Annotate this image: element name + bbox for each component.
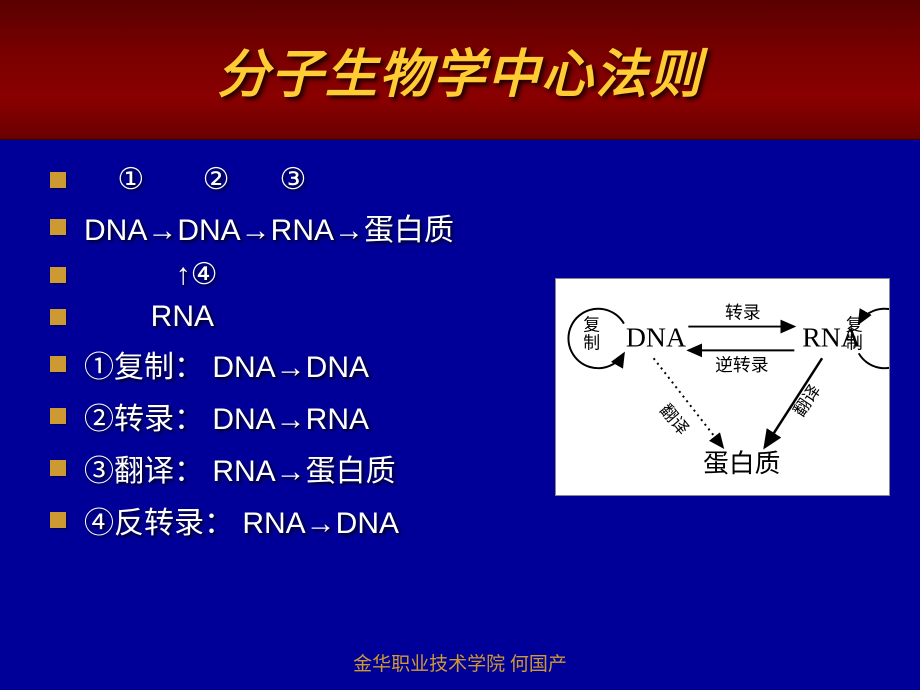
list-item: DNA→DNA→RNA→蛋白质: [50, 205, 880, 249]
line-text: ②转录： DNA→RNA: [84, 394, 369, 438]
edge-label-reverse: 逆转录: [715, 355, 769, 375]
edge-label-translate-solid: 翻译: [790, 381, 825, 420]
line-text: ③翻译： RNA→蛋白质: [84, 446, 396, 490]
bullet-icon: [50, 172, 66, 188]
line-text: DNA→DNA→RNA→蛋白质: [84, 205, 454, 249]
bullet-icon: [50, 267, 66, 283]
bullet-icon: [50, 219, 66, 235]
bullet-icon: [50, 512, 66, 528]
line-text: ↑④: [84, 257, 218, 292]
node-dna: DNA: [626, 322, 686, 353]
edge-label-transcription: 转录: [725, 303, 761, 323]
bullet-icon: [50, 460, 66, 476]
loop-label-dna: 复 制: [583, 316, 604, 353]
node-rna: RNA: [802, 322, 861, 353]
bullet-icon: [50, 309, 66, 325]
diagram-svg: 复 制 复 制 DNA RNA 转录 逆转录 蛋白质 翻译 翻译: [556, 279, 889, 495]
slide-footer: 金华职业技术学院 何国产: [0, 649, 920, 676]
line-text: ④反转录： RNA→DNA: [84, 498, 399, 542]
central-dogma-diagram: 复 制 复 制 DNA RNA 转录 逆转录 蛋白质 翻译 翻译: [555, 278, 890, 496]
list-item: ④反转录： RNA→DNA: [50, 498, 880, 542]
slide-title: 分子生物学中心法则: [217, 32, 703, 107]
title-bar: 分子生物学中心法则: [0, 0, 920, 140]
line-text: RNA: [84, 300, 214, 334]
line-text: ①复制： DNA→DNA: [84, 342, 369, 386]
line-text: ① ② ③: [84, 162, 306, 197]
list-item: ① ② ③: [50, 162, 880, 197]
bullet-icon: [50, 356, 66, 372]
bullet-icon: [50, 408, 66, 424]
edge-label-translate-dotted: 翻译: [656, 400, 692, 438]
node-protein: 蛋白质: [703, 449, 780, 478]
